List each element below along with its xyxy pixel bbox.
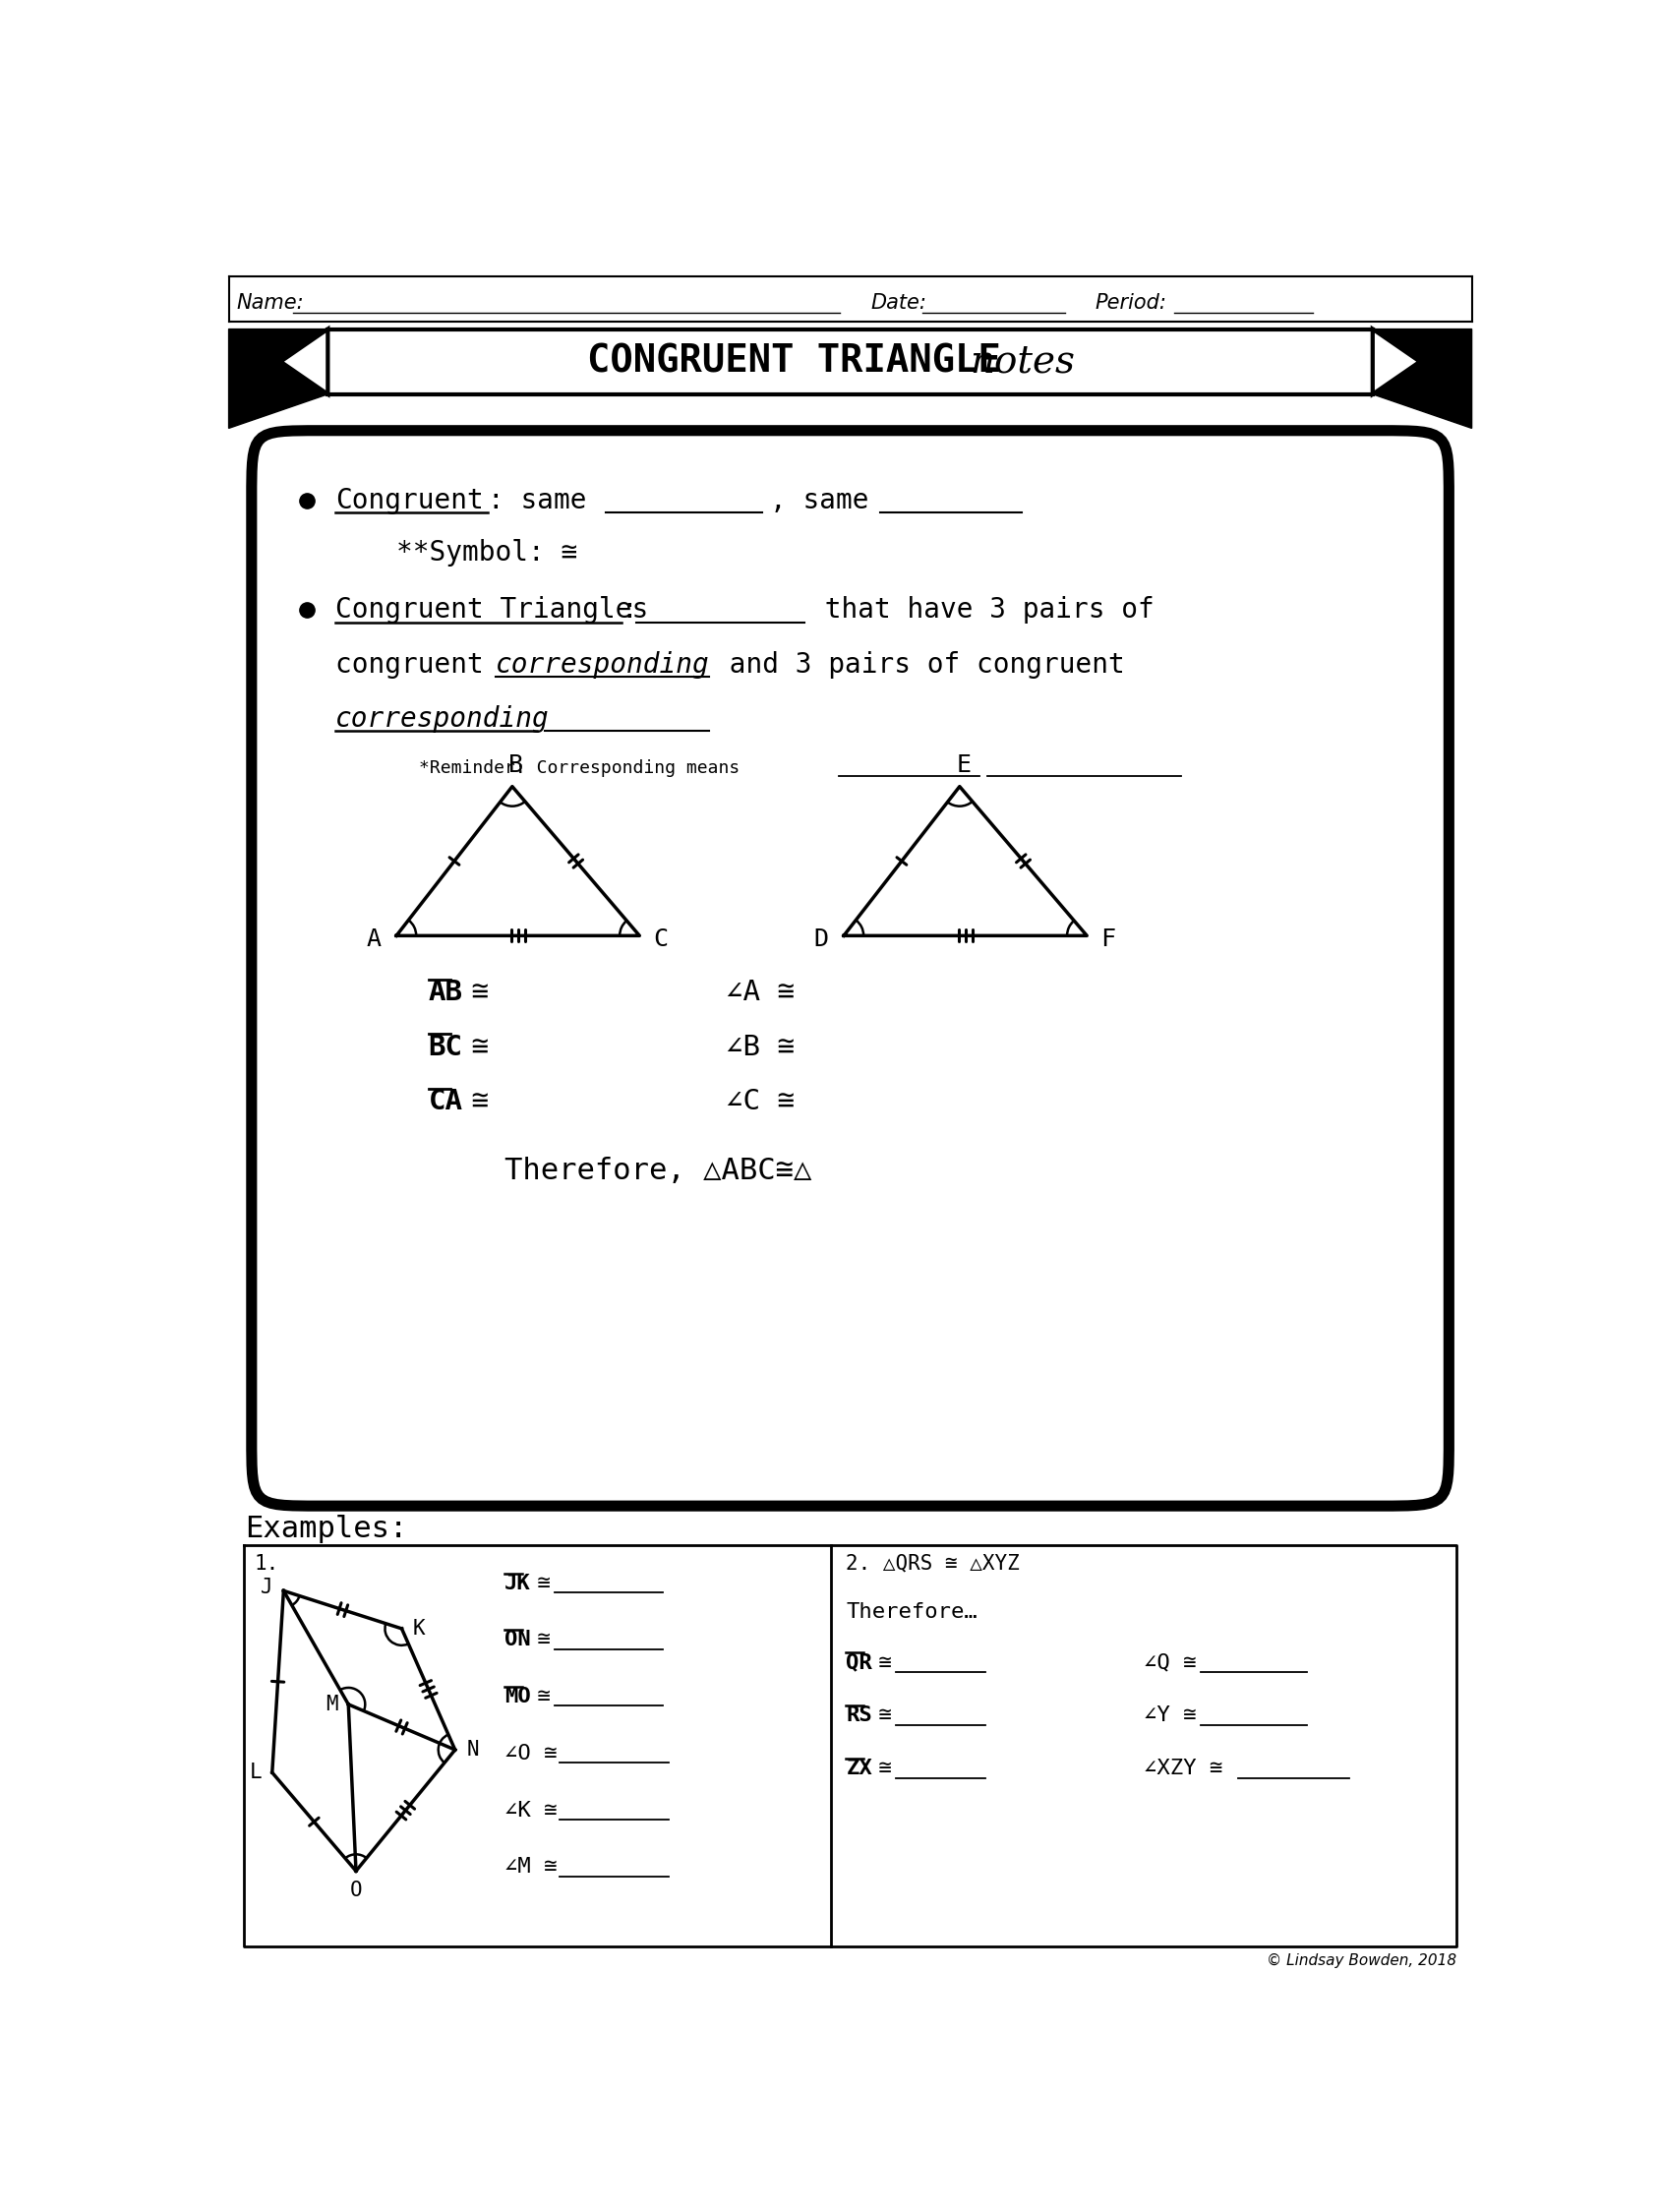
Text: CONGRUENT TRIANGLE: CONGRUENT TRIANGLE <box>587 343 1000 380</box>
Text: F: F <box>1102 927 1115 951</box>
Text: ≅: ≅ <box>455 1088 489 1115</box>
Text: 2. △QRS ≅ △XYZ: 2. △QRS ≅ △XYZ <box>846 1553 1020 1573</box>
Text: O: O <box>350 1880 362 1900</box>
Text: corresponding: corresponding <box>335 706 549 732</box>
Text: J: J <box>260 1577 274 1597</box>
Text: D: D <box>813 927 828 951</box>
Text: ≅: ≅ <box>864 1705 891 1725</box>
Text: notes: notes <box>971 343 1075 380</box>
Text: E: E <box>956 754 971 776</box>
Text: ∠K ≅: ∠K ≅ <box>504 1801 557 1820</box>
Text: ∠M ≅: ∠M ≅ <box>504 1858 557 1878</box>
Text: A: A <box>367 927 382 951</box>
Text: ∠C ≅: ∠C ≅ <box>725 1088 795 1115</box>
Text: © Lindsay Bowden, 2018: © Lindsay Bowden, 2018 <box>1266 1953 1457 1969</box>
Text: ≅: ≅ <box>524 1630 551 1650</box>
Text: Congruent Triangles: Congruent Triangles <box>335 597 649 624</box>
Text: that have 3 pairs of: that have 3 pairs of <box>808 597 1155 624</box>
Text: AB: AB <box>428 978 463 1006</box>
Text: corresponding: corresponding <box>496 650 710 679</box>
Polygon shape <box>1372 330 1420 394</box>
Text: ≅: ≅ <box>455 978 489 1006</box>
Text: N: N <box>468 1741 479 1761</box>
Text: ∠Y ≅: ∠Y ≅ <box>1143 1705 1196 1725</box>
Text: Name:: Name: <box>236 294 304 314</box>
Text: QR: QR <box>846 1652 873 1672</box>
Text: ≅: ≅ <box>864 1652 891 1672</box>
Text: , same: , same <box>770 487 886 513</box>
Polygon shape <box>229 330 328 429</box>
Text: ZX: ZX <box>846 1759 873 1778</box>
Text: and 3 pairs of congruent: and 3 pairs of congruent <box>713 650 1125 679</box>
Text: BC: BC <box>428 1033 463 1062</box>
Text: congruent: congruent <box>335 650 499 679</box>
Text: Congruent: Congruent <box>335 487 484 513</box>
Text: ∠Q ≅: ∠Q ≅ <box>1143 1652 1196 1672</box>
Text: M: M <box>325 1694 338 1714</box>
Text: ∠B ≅: ∠B ≅ <box>725 1033 795 1062</box>
Text: **Symbol: ≅: **Symbol: ≅ <box>397 540 577 566</box>
Text: 1.: 1. <box>254 1553 279 1573</box>
Text: ≅: ≅ <box>524 1573 551 1593</box>
Text: : same: : same <box>488 487 604 513</box>
Text: B: B <box>509 754 524 776</box>
Text: ∠A ≅: ∠A ≅ <box>725 978 795 1006</box>
Text: L: L <box>249 1763 262 1783</box>
Text: ∠XZY ≅: ∠XZY ≅ <box>1143 1759 1223 1778</box>
Text: Date:: Date: <box>871 294 926 314</box>
Text: Therefore, △ABC≅△: Therefore, △ABC≅△ <box>504 1157 811 1186</box>
Polygon shape <box>1372 330 1472 429</box>
Text: ∠O ≅: ∠O ≅ <box>504 1743 557 1763</box>
Text: ≅: ≅ <box>864 1759 891 1778</box>
Text: RS: RS <box>846 1705 873 1725</box>
Polygon shape <box>328 330 1372 394</box>
Text: :: : <box>620 597 637 624</box>
Polygon shape <box>280 330 328 394</box>
Text: Therefore…: Therefore… <box>846 1601 977 1621</box>
Text: Examples:: Examples: <box>246 1515 408 1544</box>
Text: *Reminder: Corresponding means: *Reminder: Corresponding means <box>420 759 740 776</box>
Text: Period:: Period: <box>1095 294 1166 314</box>
Text: MO: MO <box>504 1688 531 1708</box>
Text: CA: CA <box>428 1088 463 1115</box>
Text: C: C <box>654 927 669 951</box>
Text: K: K <box>413 1619 425 1639</box>
Text: ≅: ≅ <box>455 1033 489 1062</box>
Text: ≅: ≅ <box>524 1688 551 1708</box>
Text: ON: ON <box>504 1630 531 1650</box>
Text: JK: JK <box>504 1573 531 1593</box>
